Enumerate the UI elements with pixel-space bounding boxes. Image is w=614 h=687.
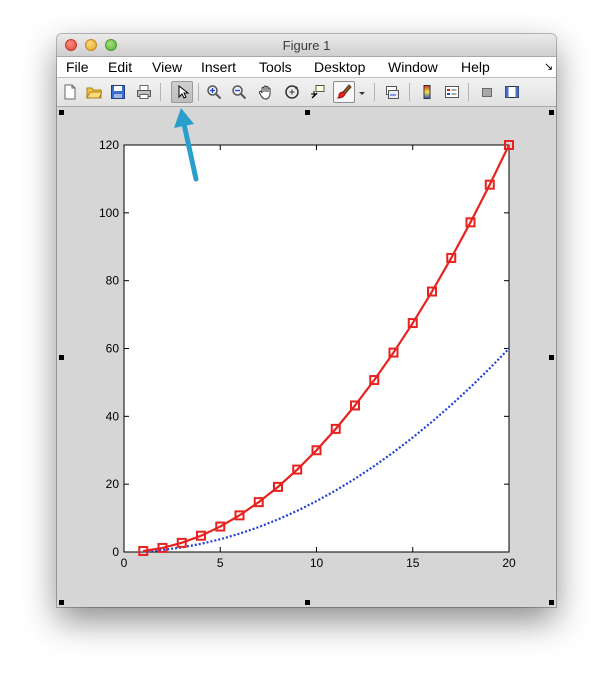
menu-tools[interactable]: Tools — [259, 59, 292, 75]
axes-box[interactable] — [123, 144, 510, 553]
toolbar-separator — [198, 83, 199, 101]
series-marker-red[interactable] — [311, 445, 322, 456]
pan-hand-icon[interactable] — [255, 81, 277, 103]
y-tick-label: 0 — [112, 545, 119, 559]
selection-handle[interactable] — [59, 355, 64, 360]
x-tick-label: 5 — [217, 556, 224, 570]
selection-handle[interactable] — [59, 110, 64, 115]
series-marker-red[interactable] — [427, 286, 437, 297]
series-marker-red[interactable] — [176, 537, 187, 548]
save-icon[interactable] — [107, 81, 129, 103]
menu-window[interactable]: Window — [388, 59, 438, 75]
menu-file[interactable]: File — [66, 59, 89, 75]
new-figure-icon[interactable] — [59, 81, 81, 103]
selection-handle[interactable] — [549, 355, 554, 360]
colorbar-icon[interactable] — [416, 81, 438, 103]
series-marker-red[interactable] — [465, 217, 476, 228]
y-tick-label: 80 — [106, 274, 120, 288]
series-marker-red[interactable] — [446, 252, 457, 263]
menu-insert[interactable]: Insert — [201, 59, 237, 75]
y-tick-label: 20 — [106, 477, 120, 491]
dropdown-arrow-icon[interactable] — [356, 81, 368, 103]
toolbar-separator — [409, 83, 410, 101]
zoom-out-icon[interactable] — [228, 81, 250, 103]
series-marker-red[interactable] — [407, 318, 418, 329]
hide-plot-tools-icon[interactable] — [476, 81, 498, 103]
legend-icon[interactable] — [441, 81, 463, 103]
rotate-3d-icon[interactable] — [281, 81, 303, 103]
y-tick-label: 40 — [106, 409, 120, 423]
series-marker-red[interactable] — [215, 521, 226, 532]
menu-view[interactable]: View — [152, 59, 183, 75]
series-marker-red[interactable] — [292, 464, 303, 475]
toolbar-separator — [468, 83, 469, 101]
menu-desktop[interactable]: Desktop — [314, 59, 366, 75]
menu-edit[interactable]: Edit — [108, 59, 133, 75]
selection-handle[interactable] — [549, 110, 554, 115]
figure-window: Figure 1 File Edit View Insert Tools Des… — [57, 34, 556, 607]
title-bar[interactable]: Figure 1 — [57, 34, 556, 57]
selection-handle[interactable] — [305, 600, 310, 605]
y-tick-label: 120 — [99, 138, 119, 152]
series-marker-red[interactable] — [273, 481, 283, 492]
series-marker-red[interactable] — [350, 400, 360, 411]
minimize-window-button[interactable] — [85, 39, 97, 51]
x-tick-label: 10 — [310, 556, 324, 570]
series-marker-red[interactable] — [330, 423, 341, 434]
series-marker-red[interactable] — [234, 510, 245, 521]
series-marker-red[interactable] — [157, 542, 168, 553]
series-marker-red[interactable] — [369, 375, 380, 386]
menu-bar: File Edit View Insert Tools Desktop Wind… — [57, 57, 556, 78]
series-marker-red[interactable] — [138, 545, 149, 556]
zoom-in-icon[interactable] — [203, 81, 225, 103]
data-cursor-icon[interactable] — [307, 81, 329, 103]
selection-handle[interactable] — [59, 600, 64, 605]
series-marker-red[interactable] — [484, 179, 495, 190]
series-marker-red[interactable] — [196, 530, 206, 541]
series-line-blue[interactable] — [143, 347, 510, 553]
toolbar-separator — [160, 83, 161, 101]
figure-canvas[interactable]: 0 5 10 15 20 0 20 40 60 80 100 120 — [57, 107, 556, 607]
y-tick-label: 100 — [99, 206, 119, 220]
line-plot[interactable]: 0 5 10 15 20 0 20 40 60 80 100 120 — [57, 107, 556, 607]
toolbar-separator — [374, 83, 375, 101]
x-tick-label: 15 — [406, 556, 420, 570]
series-marker-red[interactable] — [388, 347, 399, 358]
print-icon[interactable] — [133, 81, 155, 103]
window-title: Figure 1 — [282, 38, 331, 53]
y-tick-label: 60 — [106, 342, 120, 356]
close-window-button[interactable] — [65, 39, 77, 51]
zoom-window-button[interactable] — [105, 39, 117, 51]
callout-arrow-icon — [174, 108, 199, 182]
link-plot-icon[interactable] — [381, 81, 403, 103]
brush-icon[interactable] — [333, 81, 355, 103]
selection-handle[interactable] — [549, 600, 554, 605]
edit-plot-pointer-icon[interactable] — [171, 81, 193, 103]
series-marker-red[interactable] — [504, 140, 514, 150]
series-marker-red[interactable] — [253, 497, 264, 508]
menu-overflow-icon[interactable]: ↘ — [544, 61, 554, 73]
open-file-icon[interactable] — [83, 81, 105, 103]
x-tick-label: 0 — [121, 556, 128, 570]
x-tick-label: 20 — [502, 556, 516, 570]
show-plot-tools-icon[interactable] — [501, 81, 523, 103]
selection-handle[interactable] — [305, 110, 310, 115]
figure-toolbar — [57, 78, 556, 107]
menu-help[interactable]: Help — [461, 59, 490, 75]
